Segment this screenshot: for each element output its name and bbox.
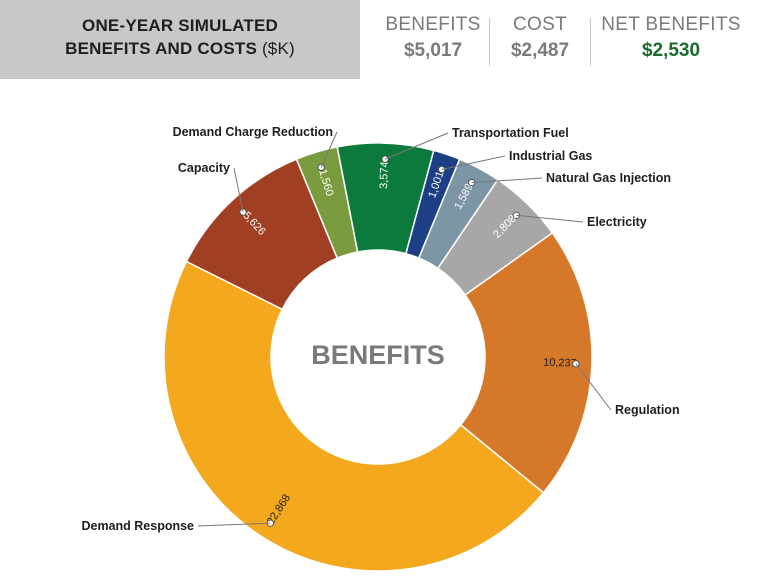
callout-label-transportation-fuel: Transportation Fuel [452, 126, 569, 140]
callout-label-capacity: Capacity [178, 161, 230, 175]
callout-leader-line [384, 132, 449, 160]
callout-leader-line [471, 177, 543, 184]
metric-cost-value: $2,487 [510, 40, 570, 61]
metric-net-benefits-label: NET BENEFITS [601, 14, 741, 35]
chart-title-text: BENEFITS AND COSTS [65, 39, 257, 58]
chart-title-unit: ($K) [261, 39, 295, 58]
callout-label-demand-response: Demand Response [81, 519, 194, 533]
title-box: ONE-YEAR SIMULATED BENEFITS AND COSTS ($… [0, 0, 360, 79]
callout-leader-line [197, 522, 271, 527]
callout-leader-line [233, 167, 244, 213]
metric-net-benefits: NET BENEFITS $2,530 [598, 14, 744, 62]
slice-regulation [459, 231, 593, 494]
metric-benefits-value: $5,017 [403, 40, 463, 61]
metric-cost-label: COST [513, 14, 567, 35]
callout-label-regulation: Regulation [615, 403, 680, 417]
metric-divider [590, 18, 591, 66]
slice-demand-charge-reduction [295, 146, 359, 260]
callout-leader-line [516, 214, 584, 223]
metric-cost: COST $2,487 [498, 14, 582, 62]
callout-label-demand-charge-reduction: Demand Charge Reduction [173, 125, 333, 139]
callout-label-electricity: Electricity [587, 215, 647, 229]
metric-divider [489, 18, 490, 66]
slice-demand-response [163, 260, 545, 572]
callout-leader-line [575, 363, 612, 411]
callout-leader-line [441, 155, 506, 171]
slice-value-label: 10,237 [543, 357, 577, 370]
slice-value-label: 3,574 [378, 161, 391, 189]
callout-label-industrial-gas: Industrial Gas [509, 149, 592, 163]
center-label: BENEFITS [311, 340, 445, 370]
metric-net-benefits-value: $2,530 [641, 40, 701, 61]
metric-benefits-label: BENEFITS [385, 14, 481, 35]
chart-title-line-2: BENEFITS AND COSTS ($K) [0, 39, 360, 59]
chart-title-line-1: ONE-YEAR SIMULATED [82, 16, 278, 35]
metric-benefits: BENEFITS $5,017 [384, 14, 482, 62]
callout-label-natural-gas-injection: Natural Gas Injection [546, 171, 671, 185]
callout-leader-line [320, 131, 338, 168]
callout-dot [317, 163, 325, 172]
